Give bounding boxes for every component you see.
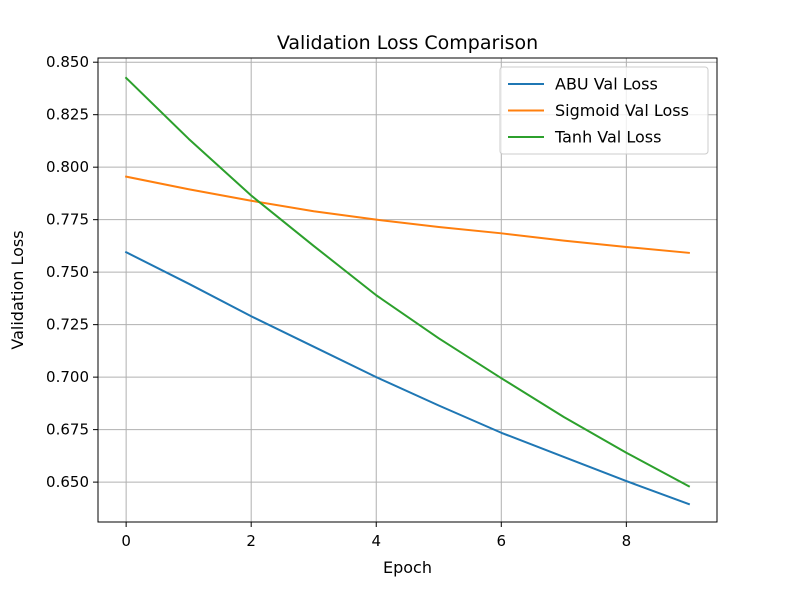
series-line-abu-val-loss (124, 250, 691, 506)
y-tick-label: 0.675 (46, 421, 89, 439)
y-tick-label: 0.700 (46, 368, 89, 386)
y-tick-label: 0.775 (46, 211, 89, 229)
y-tick-label: 0.800 (46, 158, 89, 176)
legend: ABU Val Loss Sigmoid Val Loss Tanh Val Los… (499, 66, 709, 155)
y-tick-label: 0.825 (46, 106, 89, 124)
legend-label: Tanh Val Loss (554, 128, 661, 147)
x-tick-label: 6 (497, 532, 507, 550)
plot-frame (97, 57, 718, 523)
legend-label: ABU Val Loss (555, 75, 658, 94)
y-tick-label: 0.650 (46, 473, 89, 491)
legend-label: Sigmoid Val Loss (555, 101, 689, 120)
x-tick-label: 2 (246, 532, 256, 550)
y-tick-label: 0.750 (46, 263, 89, 281)
grid (98, 58, 717, 522)
y-axis-title: Validation Loss (8, 230, 27, 349)
legend-box (499, 66, 709, 155)
series-line-sigmoid-val-loss (124, 175, 690, 254)
chart-title: Validation Loss Comparison (277, 32, 538, 54)
x-axis-title: Epoch (383, 558, 432, 577)
x-tick-label: 0 (121, 532, 131, 550)
x-tick-label: 8 (622, 532, 632, 550)
y-tick-label: 0.850 (46, 53, 89, 71)
series-lines (124, 76, 691, 506)
axis-ticks: 0 2 4 6 8 0.650 0.675 0.700 0.725 0.750 0.775 0.800… (46, 53, 631, 550)
x-tick-label: 4 (371, 532, 381, 550)
series-line-tanh-val-loss (124, 76, 691, 488)
y-tick-label: 0.725 (46, 316, 89, 334)
